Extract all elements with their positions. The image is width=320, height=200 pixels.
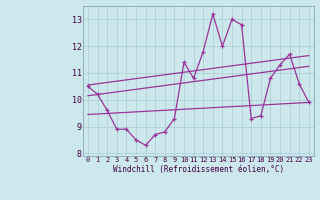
X-axis label: Windchill (Refroidissement éolien,°C): Windchill (Refroidissement éolien,°C) — [113, 165, 284, 174]
